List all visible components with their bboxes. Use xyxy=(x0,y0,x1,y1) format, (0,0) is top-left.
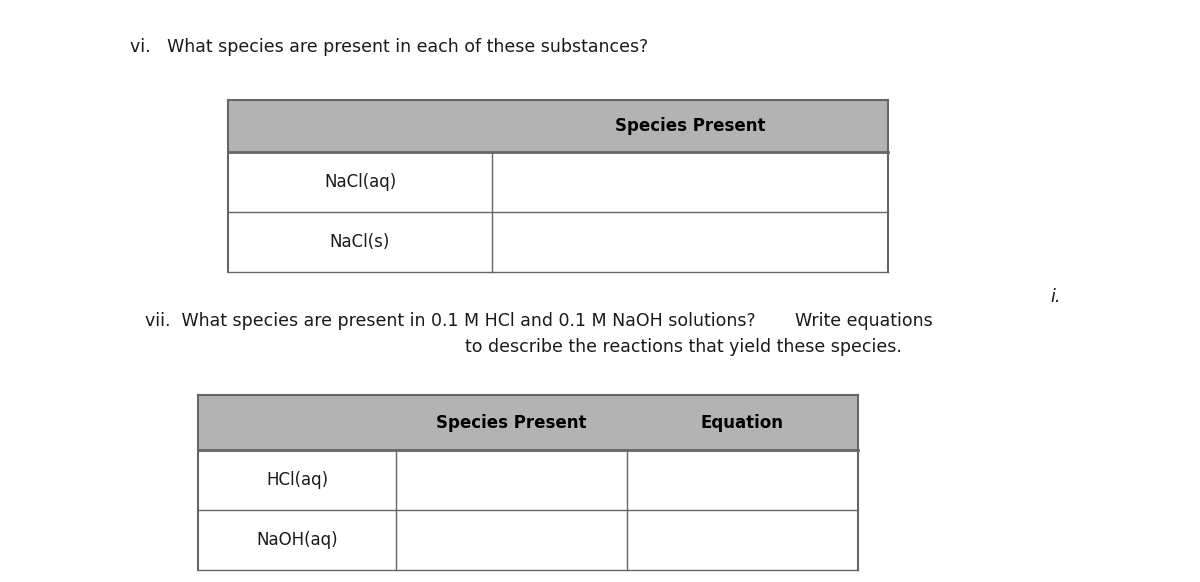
Text: Equation: Equation xyxy=(701,413,784,431)
Bar xyxy=(228,152,888,212)
Bar xyxy=(198,395,858,450)
Bar xyxy=(228,212,888,272)
Text: Write equations: Write equations xyxy=(796,312,932,330)
Text: vi.   What species are present in each of these substances?: vi. What species are present in each of … xyxy=(130,38,648,56)
Bar xyxy=(198,510,858,570)
Text: vii.  What species are present in 0.1 M HCl and 0.1 M NaOH solutions?: vii. What species are present in 0.1 M H… xyxy=(145,312,756,330)
Text: Species Present: Species Present xyxy=(437,413,587,431)
Text: NaCl(s): NaCl(s) xyxy=(330,233,390,251)
Text: i.: i. xyxy=(1050,288,1061,306)
Text: to describe the reactions that yield these species.: to describe the reactions that yield the… xyxy=(466,338,902,356)
Bar xyxy=(228,100,888,152)
Bar xyxy=(198,450,858,510)
Text: NaOH(aq): NaOH(aq) xyxy=(256,531,338,549)
Text: HCl(aq): HCl(aq) xyxy=(266,471,328,489)
Text: NaCl(aq): NaCl(aq) xyxy=(324,173,396,191)
Text: Species Present: Species Present xyxy=(614,117,766,135)
